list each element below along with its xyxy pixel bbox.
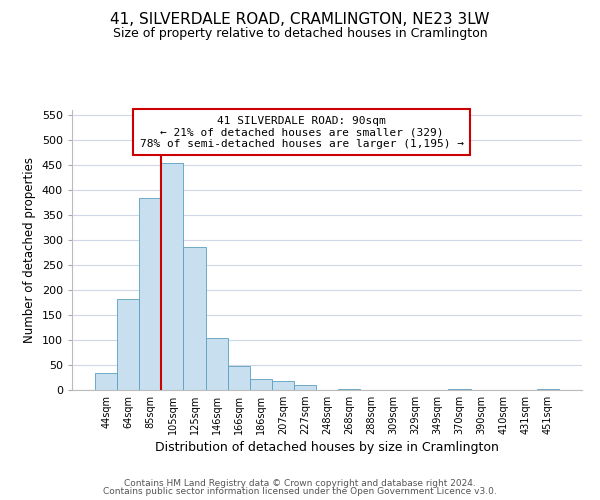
Bar <box>206 338 227 390</box>
Bar <box>294 385 316 390</box>
Text: 41, SILVERDALE ROAD, CRAMLINGTON, NE23 3LW: 41, SILVERDALE ROAD, CRAMLINGTON, NE23 3… <box>110 12 490 28</box>
Bar <box>161 162 184 390</box>
Bar <box>338 388 360 390</box>
Bar <box>227 366 250 390</box>
Bar <box>537 389 559 390</box>
Bar <box>272 381 294 390</box>
Bar <box>95 372 117 390</box>
X-axis label: Distribution of detached houses by size in Cramlington: Distribution of detached houses by size … <box>155 442 499 454</box>
Bar <box>139 198 161 390</box>
Text: Contains HM Land Registry data © Crown copyright and database right 2024.: Contains HM Land Registry data © Crown c… <box>124 478 476 488</box>
Bar <box>117 298 139 390</box>
Bar <box>184 246 206 390</box>
Text: 41 SILVERDALE ROAD: 90sqm
← 21% of detached houses are smaller (329)
78% of semi: 41 SILVERDALE ROAD: 90sqm ← 21% of detac… <box>139 116 464 149</box>
Bar <box>448 389 470 390</box>
Text: Contains public sector information licensed under the Open Government Licence v3: Contains public sector information licen… <box>103 487 497 496</box>
Y-axis label: Number of detached properties: Number of detached properties <box>23 157 36 343</box>
Text: Size of property relative to detached houses in Cramlington: Size of property relative to detached ho… <box>113 28 487 40</box>
Bar <box>250 378 272 390</box>
